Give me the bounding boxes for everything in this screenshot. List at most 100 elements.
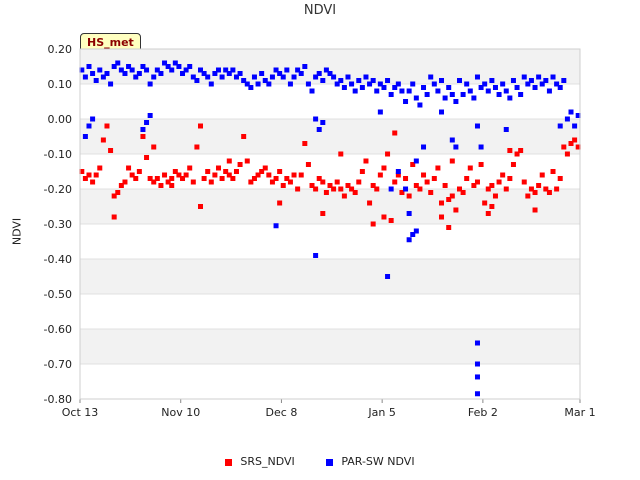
srs-ndvi-point	[104, 123, 110, 129]
srs-ndvi-point	[201, 176, 207, 181]
par-sw-ndvi-point	[338, 78, 344, 83]
srs-ndvi-point	[331, 186, 337, 192]
par-sw-ndvi-point	[424, 92, 430, 97]
par-sw-ndvi-point	[388, 186, 394, 192]
par-sw-ndvi-point	[82, 134, 88, 139]
srs-ndvi-point	[492, 193, 498, 199]
par-sw-ndvi-point	[381, 85, 387, 90]
srs-ndvi-point	[183, 172, 189, 178]
par-sw-ndvi-point	[417, 102, 423, 108]
par-sw-ndvi-point	[359, 85, 365, 90]
par-sw-ndvi-point	[439, 78, 445, 83]
par-sw-ndvi-point	[349, 81, 355, 87]
par-sw-ndvi-point	[467, 88, 473, 94]
srs-ndvi-point	[345, 183, 351, 188]
par-sw-ndvi-point	[395, 81, 401, 87]
par-sw-ndvi-point	[550, 74, 556, 80]
par-sw-ndvi-point	[403, 186, 409, 192]
par-sw-ndvi-point	[388, 92, 394, 97]
x-tick-label: Oct 13	[62, 406, 99, 419]
par-sw-ndvi-point	[482, 81, 488, 87]
par-sw-ndvi-point	[532, 85, 538, 90]
par-sw-ndvi-point	[410, 232, 416, 237]
srs-ndvi-point	[417, 186, 423, 192]
srs-ndvi-point	[482, 200, 488, 206]
srs-ndvi-point	[554, 186, 560, 192]
par-sw-ndvi-point	[503, 88, 509, 94]
srs-ndvi-point	[341, 193, 347, 199]
par-sw-ndvi-point	[385, 274, 391, 279]
par-sw-ndvi-point	[456, 78, 462, 83]
par-sw-ndvi-point	[413, 228, 419, 234]
par-sw-ndvi-point	[158, 71, 164, 76]
par-sw-ndvi-point	[500, 81, 506, 87]
par-sw-ndvi-point	[557, 85, 563, 90]
srs-ndvi-point	[82, 176, 88, 181]
par-sw-ndvi-point	[521, 74, 527, 80]
par-sw-ndvi-point	[302, 64, 308, 69]
srs-ndvi-point	[410, 162, 416, 167]
par-sw-ndvi-point	[421, 144, 427, 150]
srs-ndvi-point	[500, 172, 506, 178]
par-sw-ndvi-point	[575, 113, 581, 118]
par-sw-ndvi-point	[118, 67, 124, 73]
srs-ndvi-point	[370, 221, 376, 227]
par-sw-ndvi-point	[392, 85, 398, 90]
par-sw-ndvi-point	[460, 92, 466, 97]
par-sw-ndvi-point	[104, 71, 110, 76]
par-sw-ndvi-point	[100, 74, 106, 80]
par-sw-ndvi-point	[377, 81, 383, 87]
srs-ndvi-point	[439, 200, 445, 206]
par-sw-ndvi-point	[453, 144, 459, 150]
srs-ndvi-point	[381, 165, 387, 171]
par-sw-ndvi-point	[564, 116, 570, 122]
srs-ndvi-point	[151, 144, 157, 150]
par-sw-ndvi-point	[133, 74, 139, 80]
par-sw-ndvi-point	[255, 81, 261, 87]
srs-ndvi-point	[442, 183, 448, 188]
srs-ndvi-point	[439, 214, 445, 220]
par-sw-ndvi-point	[183, 67, 189, 73]
x-tick-label: Jan 5	[367, 406, 395, 419]
srs-ndvi-point	[449, 193, 455, 199]
srs-ndvi-point	[97, 165, 103, 171]
par-sw-ndvi-point	[136, 71, 142, 76]
legend-swatch-par-sw	[326, 458, 334, 466]
par-sw-ndvi-point	[507, 95, 513, 101]
srs-ndvi-point	[446, 225, 452, 230]
par-sw-ndvi-point	[410, 81, 416, 87]
par-sw-ndvi-point	[212, 71, 218, 76]
srs-ndvi-point	[550, 169, 556, 174]
par-sw-ndvi-point	[140, 127, 146, 132]
data-points	[79, 60, 581, 397]
srs-ndvi-point	[226, 158, 232, 164]
srs-ndvi-point	[273, 176, 279, 181]
srs-ndvi-point	[496, 179, 502, 185]
srs-ndvi-point	[79, 169, 85, 174]
srs-ndvi-point	[90, 179, 96, 185]
par-sw-ndvi-point	[147, 81, 153, 87]
par-sw-ndvi-point	[406, 211, 412, 216]
par-sw-ndvi-point	[309, 88, 315, 94]
srs-ndvi-point	[421, 172, 427, 178]
par-sw-ndvi-point	[187, 64, 193, 69]
par-sw-ndvi-point	[474, 123, 480, 129]
par-sw-ndvi-point	[568, 109, 574, 115]
srs-ndvi-point	[532, 190, 538, 195]
srs-ndvi-point	[302, 141, 308, 146]
par-sw-ndvi-point	[496, 92, 502, 97]
par-sw-ndvi-point	[539, 81, 545, 87]
srs-ndvi-point	[489, 204, 495, 209]
plot-bands	[80, 49, 580, 364]
par-sw-ndvi-point	[140, 64, 146, 69]
legend-swatch-srs	[225, 458, 233, 466]
srs-ndvi-point	[460, 190, 466, 195]
srs-ndvi-point	[194, 144, 200, 150]
par-sw-ndvi-point	[413, 95, 419, 101]
x-tick-labels: Oct 13 Nov 10 Dec 8 Jan 5 Feb 2 Mar 1	[62, 406, 596, 419]
par-sw-ndvi-point	[219, 74, 225, 80]
srs-ndvi-point	[367, 200, 373, 206]
par-sw-ndvi-point	[115, 60, 121, 66]
par-sw-ndvi-point	[205, 74, 211, 80]
